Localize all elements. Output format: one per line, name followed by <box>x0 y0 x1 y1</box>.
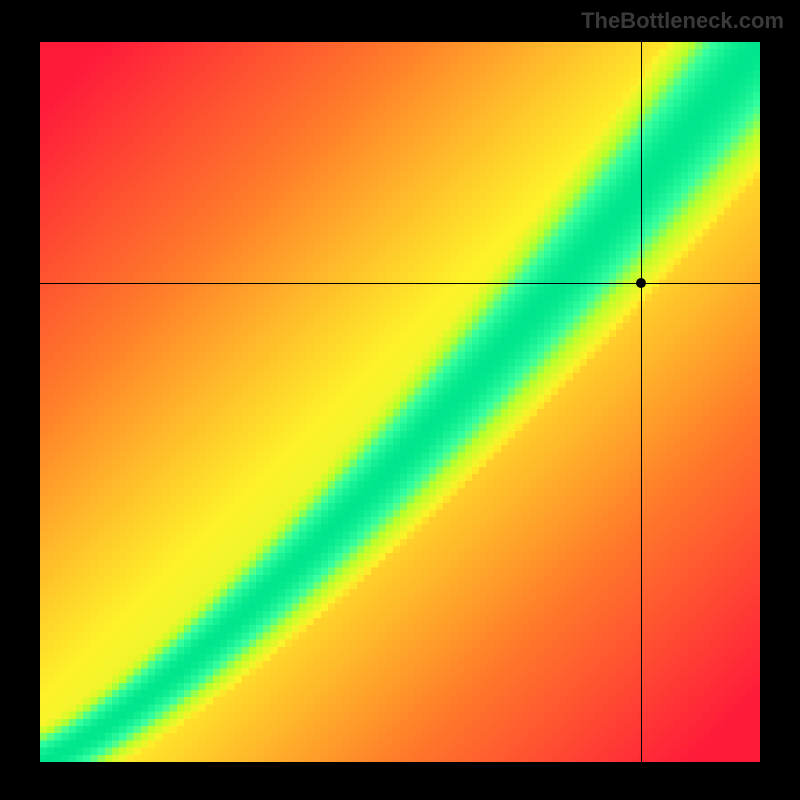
crosshair-vertical <box>641 42 642 762</box>
chart-container: TheBottleneck.com <box>0 0 800 800</box>
watermark-text: TheBottleneck.com <box>581 8 784 34</box>
crosshair-dot <box>636 278 646 288</box>
heatmap-plot <box>40 42 760 762</box>
crosshair-horizontal <box>40 283 760 284</box>
heatmap-canvas <box>40 42 760 762</box>
